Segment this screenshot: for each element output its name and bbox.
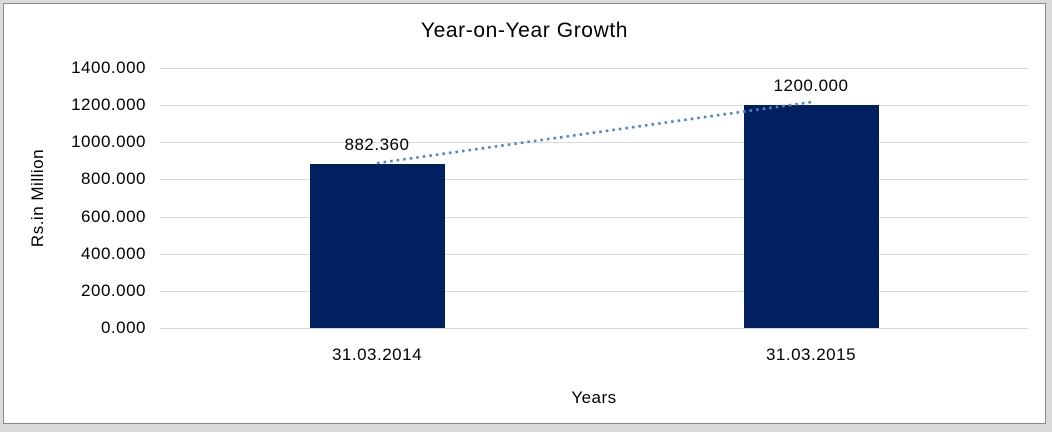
chart-canvas: Year-on-Year Growth Rs.in Million 882.36… bbox=[3, 3, 1046, 424]
y-tick-label: 800.000 bbox=[81, 169, 146, 189]
data-label: 1200.000 bbox=[773, 76, 849, 96]
gridline bbox=[160, 142, 1028, 144]
chart-title: Year-on-Year Growth bbox=[420, 19, 629, 42]
y-tick-label: 0.000 bbox=[100, 318, 146, 337]
gridline bbox=[160, 179, 1028, 181]
gridline bbox=[160, 290, 1028, 292]
gridline bbox=[160, 328, 1028, 329]
x-category-label: 31.03.2014 bbox=[331, 345, 423, 364]
x-category-label: 31.03.2015 bbox=[765, 345, 857, 364]
y-tick-label: 600.000 bbox=[81, 206, 146, 226]
plot-area: 882.360 1200.000 bbox=[160, 68, 1028, 329]
gridline bbox=[160, 253, 1028, 255]
x-axis-title: Years bbox=[571, 388, 617, 407]
y-tick-label: 1400.000 bbox=[71, 58, 146, 77]
data-label: 882.360 bbox=[344, 135, 410, 155]
y-tick-label: 1200.000 bbox=[71, 95, 146, 115]
gridline bbox=[160, 105, 1028, 107]
y-tick-label: 400.000 bbox=[81, 243, 146, 263]
gridline bbox=[160, 68, 1028, 69]
y-axis-tick-labels: 0.000 200.000 400.000 600.000 800.000 1000.00… bbox=[4, 4, 1045, 423]
y-tick-label: 200.000 bbox=[81, 280, 146, 300]
y-tick-label: 1000.000 bbox=[71, 132, 146, 152]
trendline bbox=[376, 100, 812, 165]
bar bbox=[743, 105, 879, 328]
x-axis-category-labels: 31.03.2014 31.03.2015 bbox=[4, 4, 1045, 423]
gridline bbox=[160, 216, 1028, 218]
bar bbox=[309, 164, 445, 328]
